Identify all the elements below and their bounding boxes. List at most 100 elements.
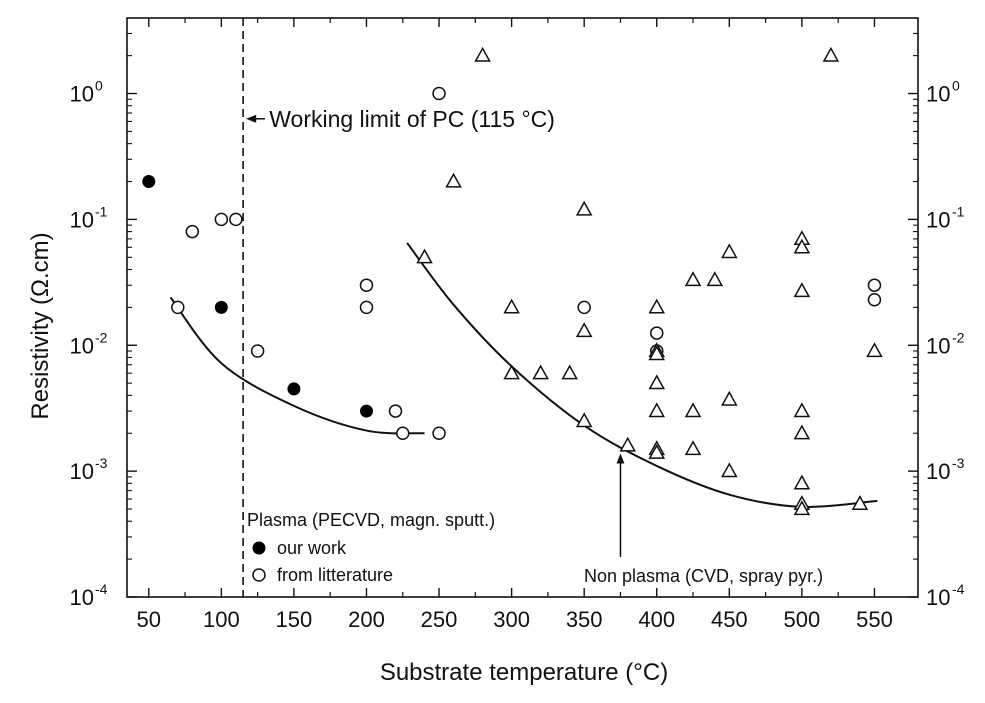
non-plasma-point — [684, 402, 702, 418]
literature-point — [432, 86, 446, 101]
plasma-fit-curve — [169, 296, 425, 435]
non-plasma-point — [445, 172, 462, 188]
non-plasma-point — [648, 298, 666, 314]
y-tick-label-left: 10 — [70, 333, 94, 358]
literature-point — [867, 292, 882, 307]
non-plasma-point — [575, 322, 593, 338]
working-limit-arrowhead — [246, 114, 257, 123]
our-work-point — [214, 300, 228, 314]
non-plasma-point — [684, 440, 702, 456]
non-plasma-point — [561, 364, 578, 380]
x-tick-label: 350 — [566, 607, 603, 632]
x-tick-label: 250 — [421, 607, 458, 632]
y-tick-exponent-right: -3 — [952, 455, 965, 471]
y-tick-label-left: 10 — [70, 585, 94, 610]
y-tick-exponent-left: 0 — [95, 78, 103, 94]
y-tick-label-right: 10 — [926, 585, 950, 610]
y-tick-exponent-right: -1 — [952, 203, 965, 219]
non-plasma-point — [866, 342, 883, 358]
y-tick-exponent-right: 0 — [952, 78, 960, 94]
non-plasma-label: Non plasma (CVD, spray pyr.) — [584, 566, 823, 586]
literature-point — [171, 300, 185, 315]
data-points-group — [142, 46, 883, 516]
non-plasma-point — [474, 46, 491, 62]
non-plasma-point — [793, 474, 811, 490]
legend-marker-literature — [252, 568, 266, 582]
x-tick-label: 200 — [348, 607, 385, 632]
y-tick-label-right: 10 — [926, 333, 950, 358]
y-tick-label-right: 10 — [926, 459, 950, 484]
legend-marker-our-work — [252, 541, 266, 555]
y-tick-label-left: 10 — [70, 459, 94, 484]
non-plasma-point — [793, 282, 811, 298]
non-plasma-point — [793, 402, 811, 418]
non-plasma-point — [532, 364, 549, 380]
y-tick-label-left: 10 — [70, 82, 94, 107]
non-plasma-point — [793, 238, 811, 254]
y-tick-label-right: 10 — [926, 82, 950, 107]
x-tick-label: 450 — [711, 607, 748, 632]
legend-label-our-work: our work — [277, 538, 347, 558]
literature-point — [359, 278, 374, 292]
non-plasma-point — [619, 436, 636, 452]
non-plasma-point — [721, 462, 738, 478]
literature-point — [214, 212, 229, 227]
non-plasma-point — [648, 443, 666, 459]
y-tick-label-right: 10 — [926, 207, 950, 232]
y-axis-title-group: Resistivity (Ω.cm) — [27, 232, 54, 419]
x-tick-label: 100 — [203, 607, 240, 632]
x-tick-label: 550 — [856, 607, 893, 632]
working-limit-label: Working limit of PC (115 °C) — [269, 106, 555, 132]
y-tick-label-left: 10 — [70, 207, 94, 232]
non-plasma-point — [706, 271, 724, 287]
non-plasma-point — [416, 248, 433, 264]
y-tick-exponent-left: -1 — [95, 203, 108, 219]
non-plasma-fit-curve — [406, 242, 878, 508]
x-tick-label: 150 — [276, 607, 313, 632]
legend-title: Plasma (PECVD, magn. sputt.) — [247, 510, 495, 530]
literature-point — [185, 224, 200, 239]
literature-point — [867, 278, 882, 292]
x-tick-label: 400 — [638, 607, 675, 632]
literature-point — [388, 404, 403, 418]
non-plasma-point — [575, 200, 593, 216]
x-tick-label: 50 — [137, 607, 161, 632]
x-axis-title: Substrate temperature (°C) — [380, 659, 668, 686]
annotations-group: Working limit of PC (115 °C) Non plasma (… — [246, 106, 823, 586]
literature-point — [432, 426, 446, 440]
legend-group: Plasma (PECVD, magn. sputt.) our work from… — [247, 510, 495, 585]
non-plasma-point — [684, 271, 702, 287]
non-plasma-point — [503, 298, 520, 314]
literature-point — [650, 326, 664, 340]
y-tick-exponent-right: -2 — [952, 329, 965, 345]
non-plasma-point — [648, 402, 666, 418]
non-plasma-point — [721, 390, 738, 406]
literature-point — [359, 300, 374, 315]
literature-point — [229, 212, 243, 227]
non-plasma-point — [503, 364, 520, 380]
y-tick-exponent-left: -2 — [95, 329, 108, 345]
non-plasma-point — [721, 243, 738, 259]
x-tick-label: 300 — [493, 607, 530, 632]
our-work-point — [287, 382, 301, 396]
y-tick-exponent-left: -3 — [95, 455, 108, 471]
y-tick-exponent-left: -4 — [95, 581, 108, 597]
fit-curves-group — [169, 242, 878, 508]
literature-point — [250, 344, 265, 358]
non-plasma-point — [575, 412, 593, 428]
non-plasma-point — [822, 46, 840, 62]
non-plasma-point — [648, 374, 666, 390]
literature-point — [396, 426, 410, 440]
x-tick-label: 500 — [784, 607, 821, 632]
non-plasma-point — [648, 345, 666, 361]
non-plasma-point — [793, 424, 811, 440]
our-work-point — [359, 404, 373, 418]
y-axis-title: Resistivity (Ω.cm) — [27, 232, 54, 419]
y-tick-exponent-right: -4 — [952, 581, 965, 597]
non-plasma-point — [793, 500, 811, 516]
our-work-point — [142, 175, 156, 189]
non-plasma-point — [851, 495, 869, 510]
legend-label-literature: from litterature — [277, 565, 393, 585]
